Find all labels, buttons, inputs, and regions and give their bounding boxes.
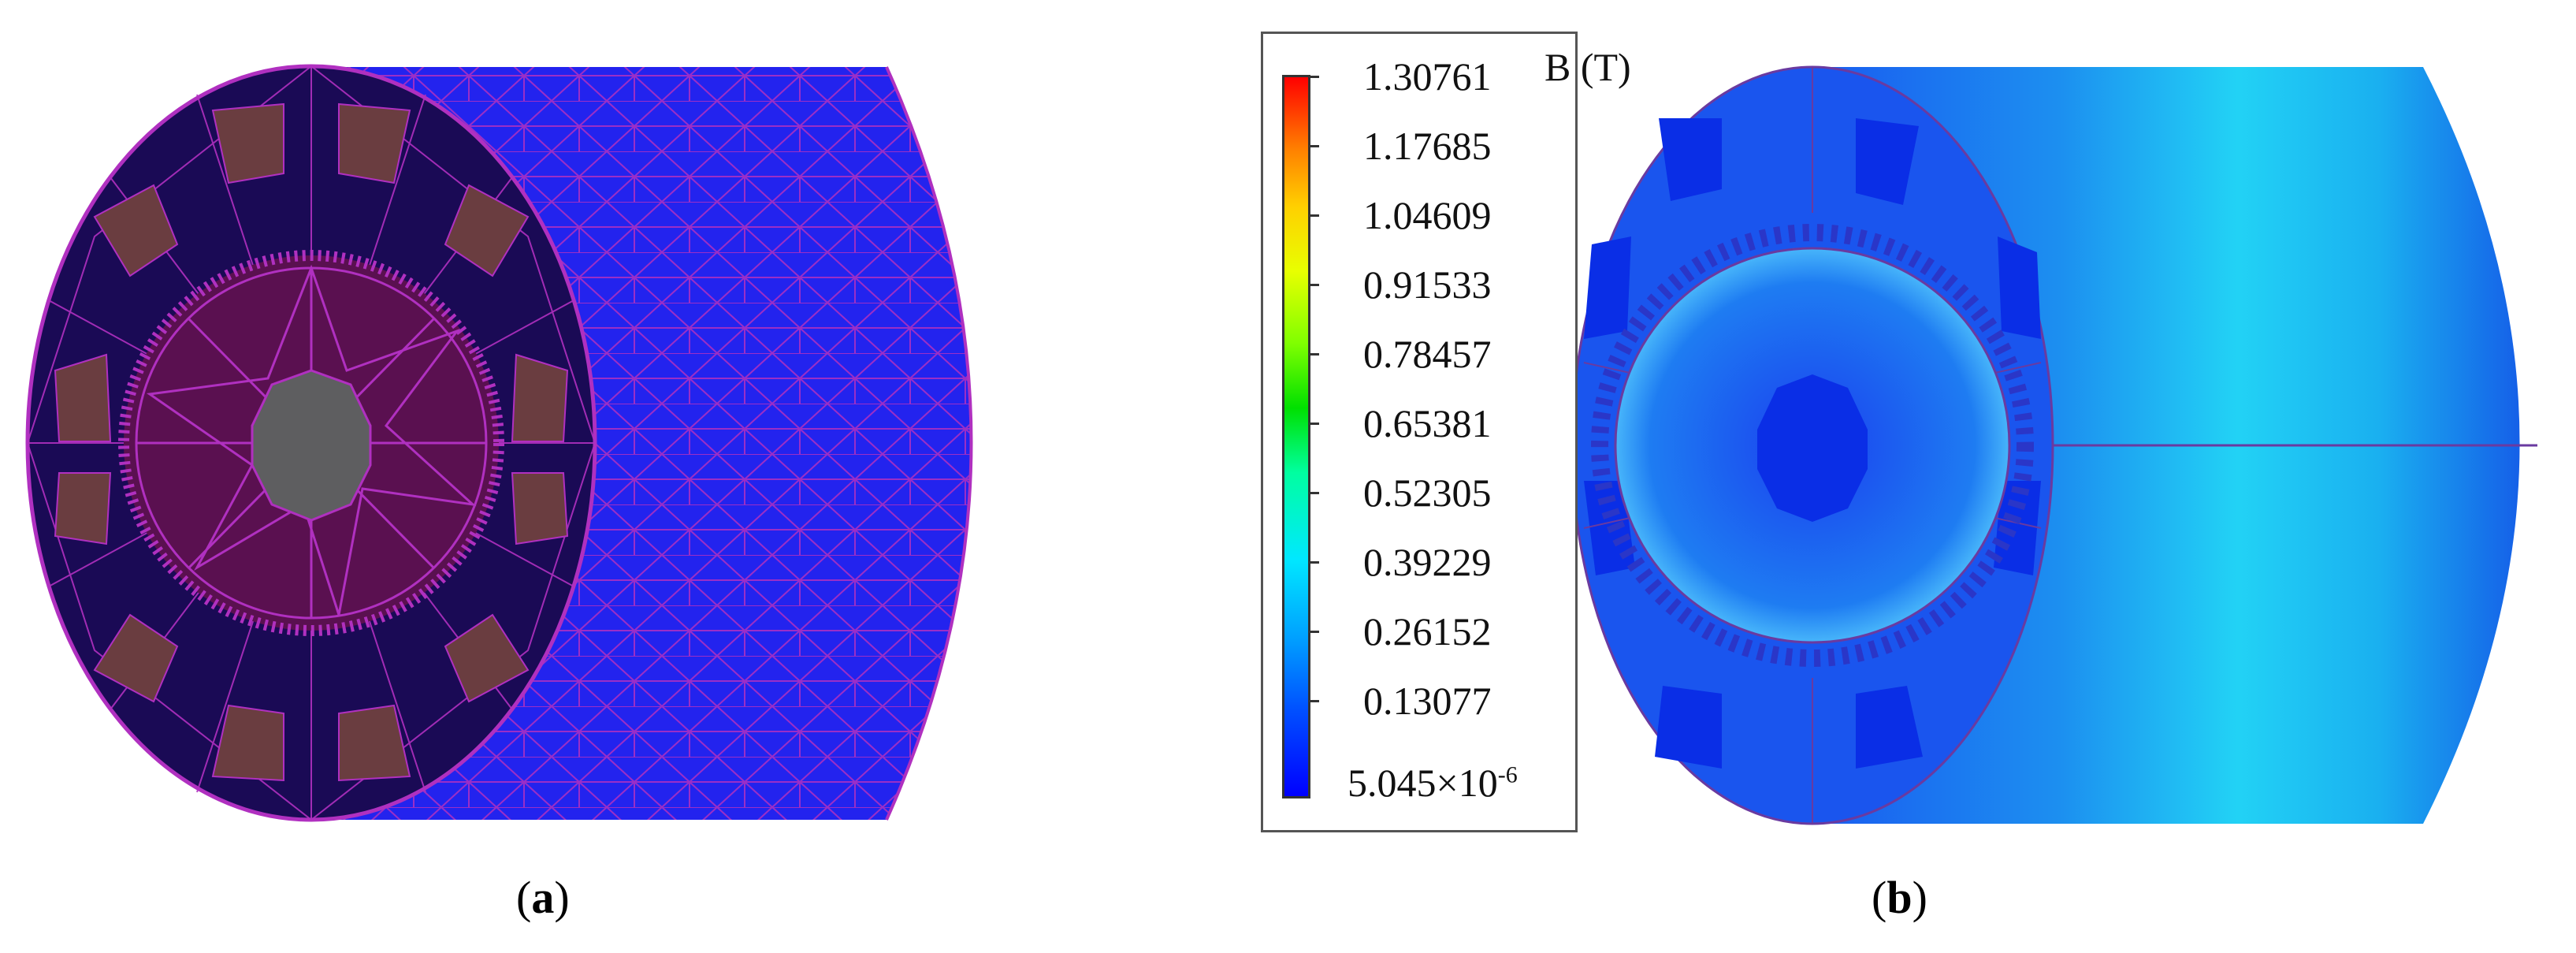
caption-b: (b) xyxy=(1872,872,1927,923)
colorbar-level-label: 1.04609 xyxy=(1363,193,1492,237)
colorbar-tick xyxy=(1308,423,1319,425)
mesh-magnets xyxy=(54,102,569,782)
colorbar-tick xyxy=(1308,76,1319,78)
field-shaft xyxy=(1757,374,1868,522)
colorbar-tick xyxy=(1308,631,1319,633)
colorbar-min-label: 5.045×10-6 xyxy=(1347,761,1518,805)
colorbar-tick xyxy=(1308,700,1319,702)
field-magnets xyxy=(1584,118,2041,769)
colorbar-tick xyxy=(1308,492,1319,494)
caption-a: (a) xyxy=(516,872,570,923)
colorbar-level-label: 0.52305 xyxy=(1363,471,1492,515)
mesh-cylinder-edge xyxy=(885,66,973,821)
mesh-shaft xyxy=(251,369,372,522)
colorbar-level-label: 0.78457 xyxy=(1363,332,1492,376)
colorbar-tick xyxy=(1308,353,1319,356)
colorbar-level-label: 0.26152 xyxy=(1363,609,1492,653)
colorbar-level-label: 0.13077 xyxy=(1363,679,1492,723)
colorbar-tick xyxy=(1308,145,1319,147)
colorbar-level-label: 1.17685 xyxy=(1363,124,1492,168)
colorbar-level-label: 0.39229 xyxy=(1363,540,1492,584)
panel-b-flux-density xyxy=(1571,65,2537,825)
colorbar-tick xyxy=(1308,561,1319,564)
colorbar-level-label: 0.91533 xyxy=(1363,262,1492,307)
colorbar-tick xyxy=(1308,284,1319,286)
colorbar-level-label: 1.30761 xyxy=(1363,54,1492,99)
colorbar xyxy=(1282,75,1310,799)
colorbar-tick xyxy=(1308,214,1319,217)
colorbar-level-label: 0.65381 xyxy=(1363,401,1492,445)
panel-a-mesh xyxy=(25,64,973,822)
colorbar-unit-label: B (T) xyxy=(1544,45,1631,89)
colorbar-legend xyxy=(1261,32,1578,832)
field-rotor-teeth-ring xyxy=(1591,224,2034,667)
